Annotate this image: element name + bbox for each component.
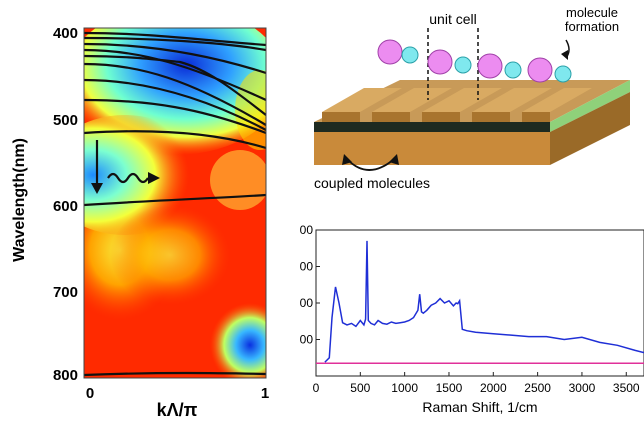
x-tick-label: 3000 — [569, 381, 596, 395]
dispersion-curves — [84, 31, 266, 377]
y-tick-label: 1500 — [300, 260, 313, 274]
unit-cell-label: unit cell — [429, 11, 476, 27]
x-axis-label: kΛ/π — [157, 400, 198, 420]
metal-bars — [322, 88, 592, 122]
band-diagram-panel: 400 500 600 700 800 Wavelength(nm) 0 1 k… — [11, 25, 269, 420]
x-tick-label: 1500 — [436, 381, 463, 395]
x-tick-label: 2000 — [480, 381, 507, 395]
x-tick-label: 0 — [313, 381, 320, 395]
raman-spectrum-line — [324, 240, 644, 363]
y-axis-ticks: 400 500 600 700 800 — [53, 25, 78, 384]
x-axis-label: Raman Shift, 1/cm — [422, 399, 537, 415]
molecule-arrowhead — [561, 50, 568, 60]
y-tick-label: 2000 — [300, 223, 313, 237]
x-tick-label: 3500 — [613, 381, 640, 395]
x-tick: 1 — [261, 385, 269, 402]
y-tick-label: 1000 — [300, 296, 313, 310]
y-axis-label: Wavelength(nm) — [11, 138, 28, 262]
plot-frame — [315, 229, 644, 377]
dielectric-layer — [314, 122, 550, 132]
grating-schematic: unit cell molecule formation coupled mol… — [314, 5, 630, 191]
colormap — [84, 28, 266, 378]
y-tick: 800 — [53, 367, 78, 384]
coupled-label: coupled molecules — [314, 175, 430, 191]
molecule-chain — [377, 39, 572, 83]
formation-label: formation — [565, 19, 619, 34]
coupled-arrow — [347, 159, 394, 171]
right-panel: unit cell molecule formation coupled mol… — [300, 5, 644, 415]
y-tick-label: 500 — [300, 333, 313, 347]
substrate-side — [550, 80, 630, 132]
x-tick: 0 — [86, 385, 94, 402]
x-tick-label: 1000 — [391, 381, 418, 395]
raman-spectrum-chart: 500 1000 1500 2000 0 500 1000 1500 2000 2500 3000 3… — [300, 223, 644, 415]
y-tick: 700 — [53, 284, 78, 301]
colormap-frame — [83, 27, 267, 379]
x-tick-label: 2500 — [524, 381, 551, 395]
x-tick-label: 500 — [350, 381, 370, 395]
y-tick: 600 — [53, 198, 78, 215]
y-tick: 400 — [53, 25, 78, 42]
excitation-arrows — [91, 140, 160, 194]
y-tick: 500 — [53, 112, 78, 129]
molecule-label: molecule — [566, 5, 618, 20]
